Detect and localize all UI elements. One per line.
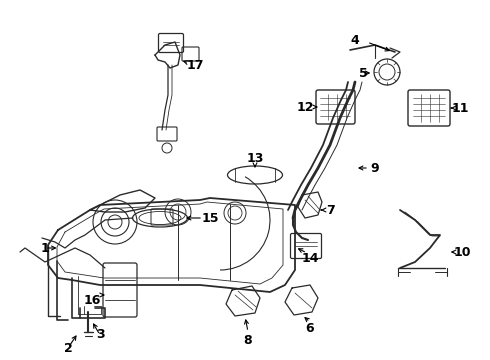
Text: 1: 1 (41, 242, 49, 255)
Text: 13: 13 (246, 152, 264, 165)
Text: 6: 6 (306, 321, 314, 334)
Text: 7: 7 (326, 203, 334, 216)
Text: 3: 3 (96, 328, 104, 342)
Text: 11: 11 (451, 102, 469, 114)
Text: 4: 4 (351, 33, 359, 46)
Text: 12: 12 (296, 100, 314, 113)
Text: 17: 17 (186, 59, 204, 72)
Text: 16: 16 (83, 293, 100, 306)
Text: 15: 15 (201, 212, 219, 225)
Text: 8: 8 (244, 333, 252, 346)
Text: 10: 10 (453, 246, 471, 258)
Text: 9: 9 (371, 162, 379, 175)
Text: 14: 14 (301, 252, 319, 265)
Text: 2: 2 (64, 342, 73, 355)
Text: 5: 5 (359, 67, 368, 80)
